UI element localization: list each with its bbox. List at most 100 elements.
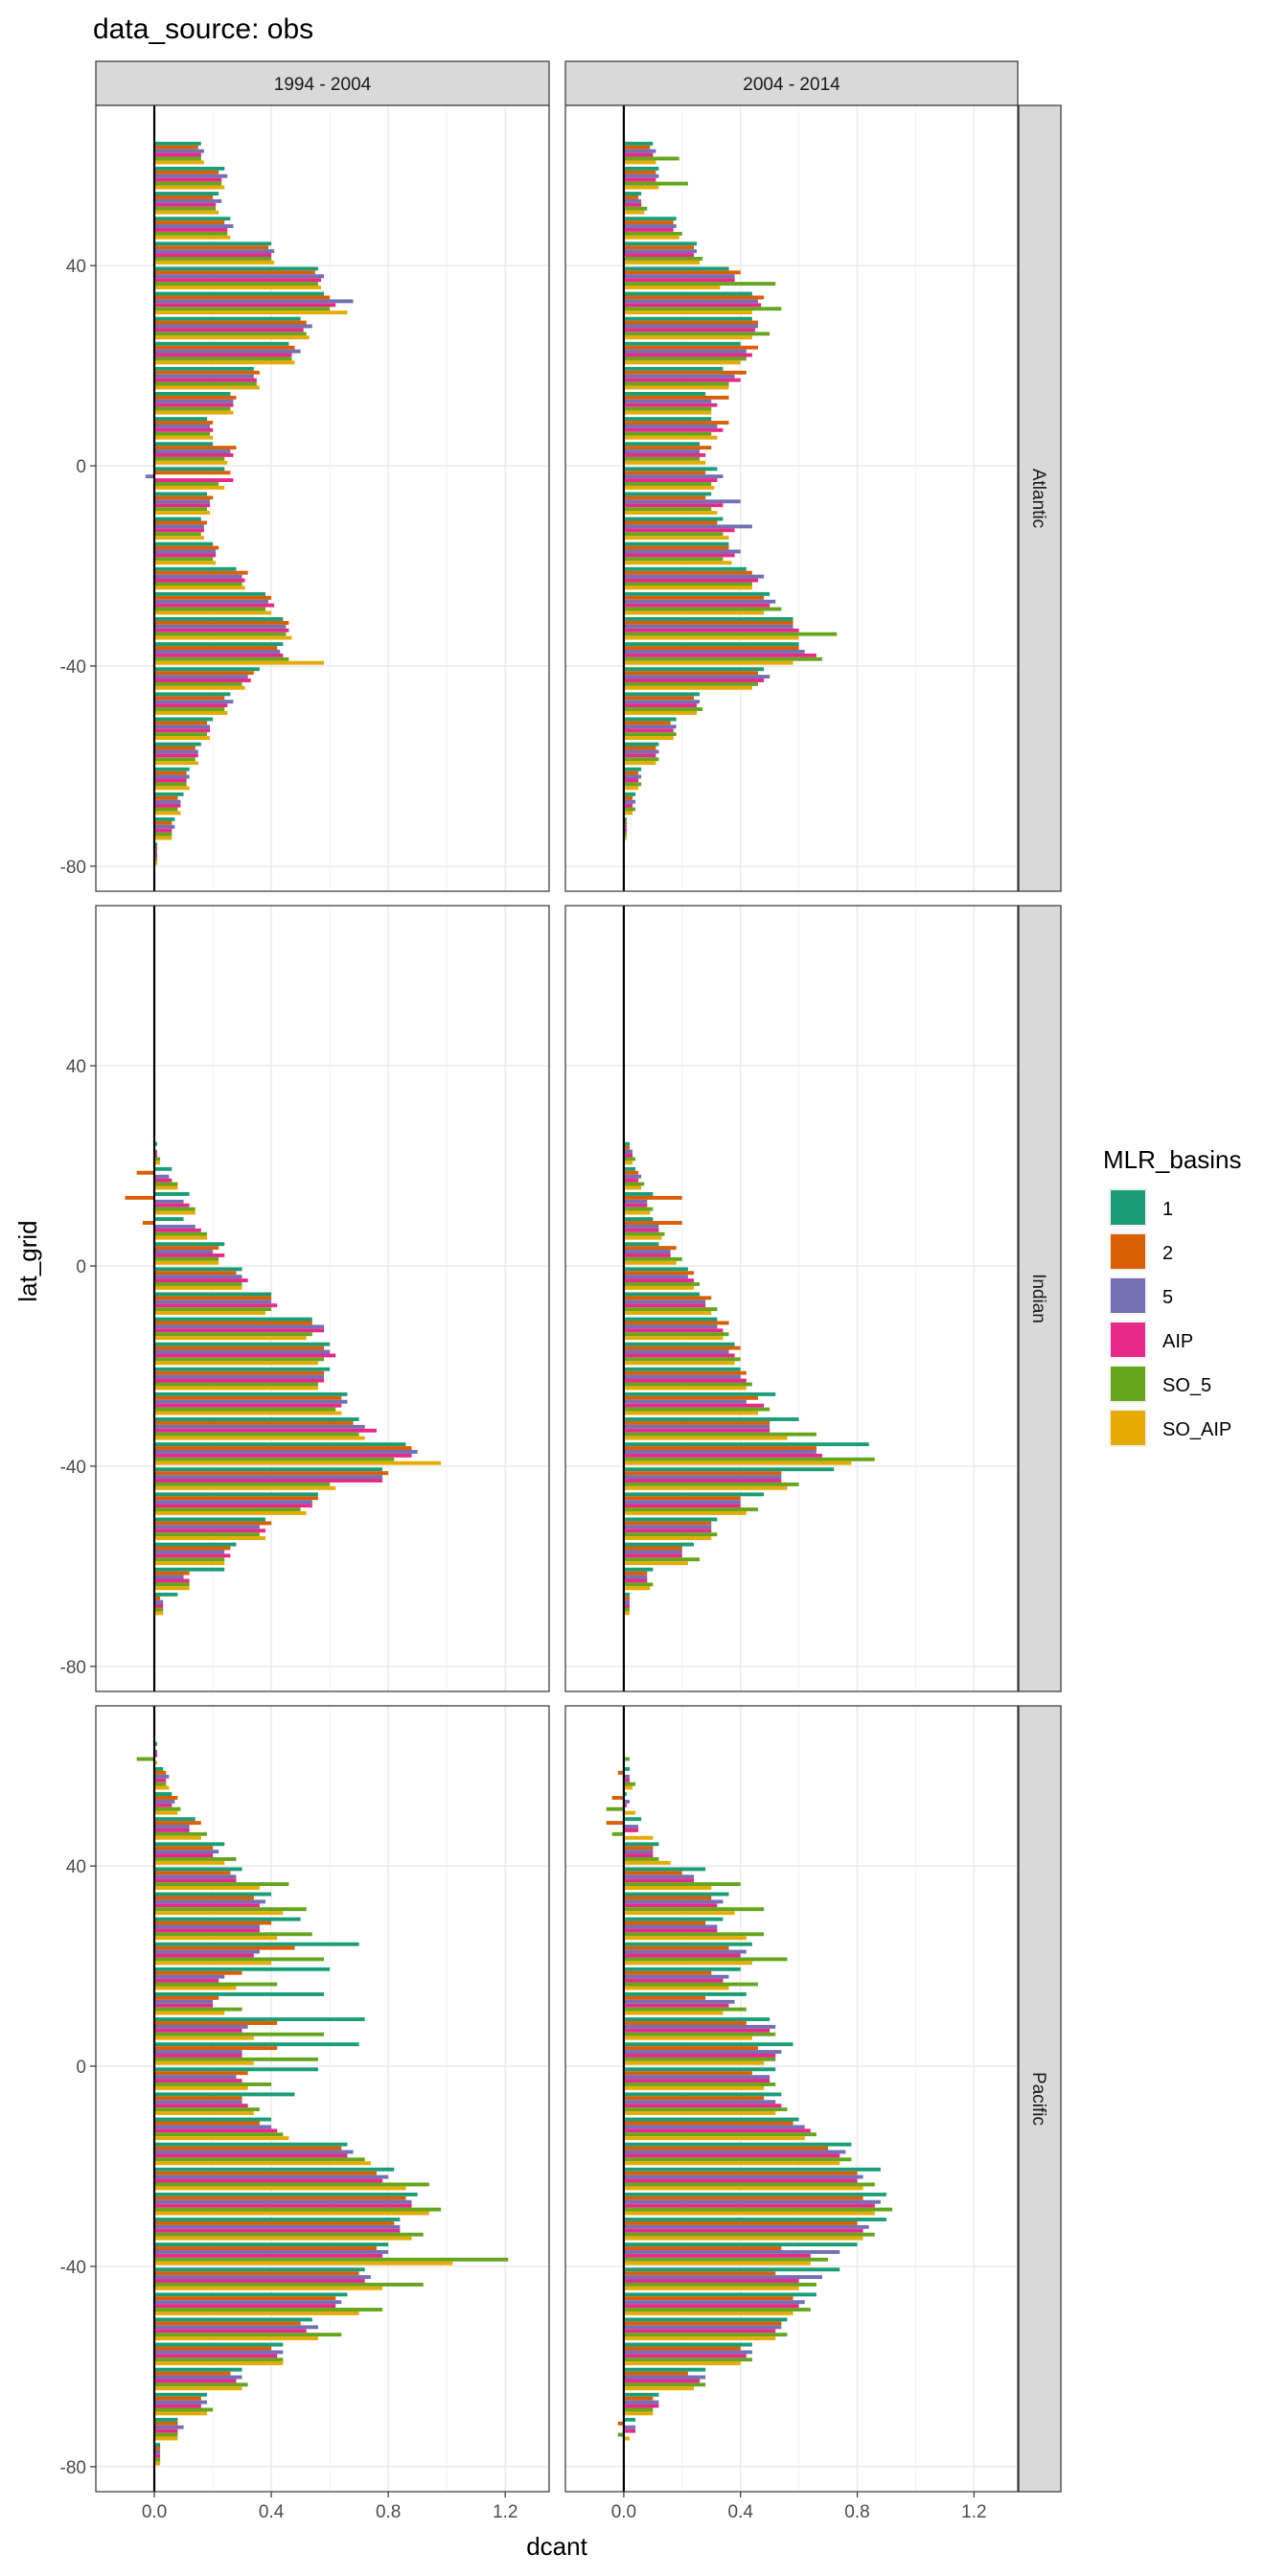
bar-2 [154, 2121, 260, 2126]
bar-so-aip [154, 1911, 284, 1916]
bar-aip [623, 603, 770, 608]
bar-1 [154, 2417, 178, 2422]
bar-aip [623, 1778, 630, 1782]
bar-2 [154, 145, 198, 150]
bar-5 [623, 2125, 805, 2129]
bar-5 [623, 549, 741, 554]
bar-so-5 [154, 1982, 278, 1987]
bar-1 [154, 2367, 242, 2372]
bar-1 [623, 816, 627, 821]
bar-so-aip [623, 1810, 636, 1815]
bar-so-aip [154, 185, 225, 190]
bar-so-aip [154, 561, 217, 565]
bar-2 [154, 196, 214, 199]
bar-5 [154, 449, 231, 453]
bar-so-5 [623, 681, 758, 686]
bar-so-5 [623, 1582, 654, 1587]
bar-5 [154, 1799, 175, 1804]
bar-2 [154, 170, 219, 174]
bar-1 [623, 1992, 747, 1996]
bar-5 [154, 1825, 190, 1828]
bar-1 [154, 792, 184, 796]
bar-2 [154, 2296, 336, 2301]
bar-so-5 [154, 406, 231, 411]
bar-aip [154, 1504, 312, 1508]
bar-5 [623, 399, 712, 403]
bar-so-aip [154, 160, 204, 165]
y-tick-label: 0 [76, 1257, 86, 1277]
bar-5 [623, 2350, 752, 2355]
bar-so-aip [623, 2236, 863, 2241]
bar-so-aip [623, 710, 698, 715]
bar-aip [154, 728, 211, 733]
panel-border [95, 905, 550, 1692]
bar-aip [154, 1428, 377, 1433]
bar-2 [154, 1846, 214, 1851]
bar-so-aip [154, 2336, 318, 2341]
bar-5 [154, 1324, 325, 1329]
bar-so-aip [154, 1611, 164, 1616]
bar-2 [623, 1170, 639, 1175]
bar-so-5 [623, 832, 627, 837]
bar-so-aip [154, 210, 219, 215]
bar-aip [154, 2178, 383, 2183]
bar-5 [154, 824, 175, 829]
bar-1 [623, 442, 701, 447]
bar-so-aip [623, 2386, 694, 2391]
bar-1 [154, 1517, 265, 1522]
bar-so-5 [154, 1882, 289, 1887]
bar-1 [623, 2142, 852, 2147]
bar-5 [154, 700, 234, 704]
bar-5 [623, 224, 677, 228]
bar-so-aip [154, 1235, 207, 1240]
bar-2 [154, 1321, 312, 1325]
bar-2 [154, 696, 225, 701]
x-tick-label: 0.4 [259, 2502, 285, 2522]
bar-so-5 [154, 1157, 161, 1162]
bar-5 [154, 2224, 401, 2229]
bar-so-aip [623, 1561, 688, 1566]
bar-5 [623, 1349, 729, 1354]
bar-so-5 [154, 807, 178, 812]
bar-so-aip [154, 1361, 318, 1366]
bar-2 [154, 1271, 237, 1276]
bar-aip [623, 553, 735, 558]
bar-aip [154, 1529, 265, 1533]
bar-5 [623, 1300, 706, 1304]
bar-so-aip [154, 2161, 371, 2166]
bar-aip [623, 353, 752, 357]
bar-2 [154, 370, 260, 375]
bar-1 [623, 2192, 886, 2196]
bar-5 [623, 1224, 659, 1229]
bar-1 [154, 2117, 272, 2122]
bar-so-aip [623, 1210, 651, 1215]
bar-so-5 [606, 1806, 624, 1811]
bar-1 [623, 2367, 706, 2372]
bar-aip [154, 1903, 260, 1908]
bar-aip [154, 1303, 278, 1308]
bar-so-aip [154, 660, 325, 665]
bar-so-5 [623, 2282, 816, 2287]
bar-so-5 [154, 757, 196, 762]
bar-2 [154, 421, 214, 425]
bar-1 [623, 667, 765, 672]
bar-1 [154, 2017, 365, 2022]
bar-2 [154, 2220, 395, 2225]
bar-so-5 [623, 1182, 645, 1186]
bar-so-aip [154, 1260, 219, 1265]
bar-1 [154, 1292, 272, 1297]
bar-1 [623, 1317, 718, 1322]
bar-so-5 [154, 857, 158, 862]
bar-so-aip [623, 635, 799, 640]
bar-5 [154, 349, 301, 354]
bar-so-aip [623, 610, 765, 615]
bar-so-5 [154, 632, 287, 636]
x-tick-label: 0.0 [611, 2502, 636, 2522]
bar-2 [154, 2346, 272, 2351]
x-tick-label: 1.2 [961, 2502, 986, 2522]
bar-so-aip [154, 685, 245, 690]
bar-2 [154, 2246, 377, 2250]
bar-1 [154, 2267, 365, 2272]
bar-5 [623, 2050, 782, 2054]
bar-1 [623, 392, 706, 396]
